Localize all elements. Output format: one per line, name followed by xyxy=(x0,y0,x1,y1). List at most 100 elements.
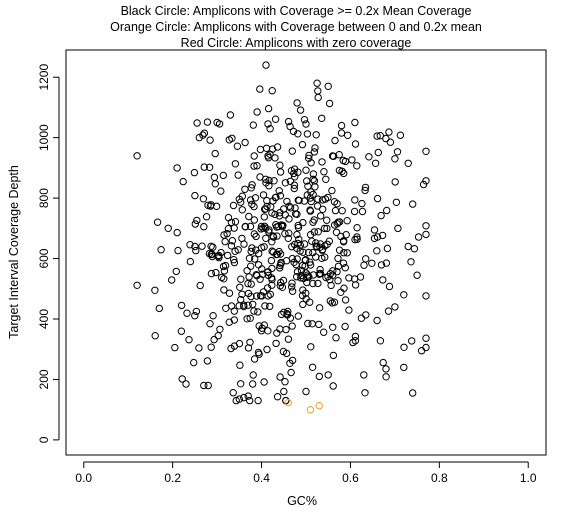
black-circle-point xyxy=(325,99,334,108)
black-circle-point xyxy=(350,275,359,283)
black-circle-point xyxy=(331,206,340,215)
black-circle-point xyxy=(192,246,200,255)
black-circle-point xyxy=(247,184,256,192)
black-circle-point xyxy=(240,393,248,402)
black-circle-point xyxy=(200,381,208,390)
black-circle-point xyxy=(268,264,276,273)
black-circle-point xyxy=(280,205,288,213)
black-circle-point xyxy=(300,240,309,248)
black-circle-point xyxy=(379,276,387,284)
black-circle-point xyxy=(200,129,209,137)
black-circle-point xyxy=(301,256,309,265)
black-circle-point xyxy=(305,151,313,160)
black-circle-point xyxy=(310,177,319,185)
black-circle-point xyxy=(277,260,285,268)
black-circle-point xyxy=(417,347,426,355)
black-circle-point xyxy=(285,215,293,223)
black-circle-point xyxy=(314,279,322,288)
black-circle-point xyxy=(371,159,380,168)
orange-circle-point xyxy=(306,406,315,414)
black-circle-point xyxy=(370,226,379,234)
black-circle-point xyxy=(275,212,284,220)
black-circle-point xyxy=(238,206,247,214)
black-circle-point xyxy=(218,273,226,282)
black-circle-point xyxy=(264,152,272,160)
black-circle-point xyxy=(345,306,353,314)
black-circle-point xyxy=(329,351,338,360)
black-circle-point xyxy=(276,282,284,290)
black-circle-point xyxy=(299,274,308,283)
black-circle-point xyxy=(310,216,318,224)
black-circle-point xyxy=(280,387,288,396)
black-circle-point xyxy=(385,128,393,136)
black-circle-point xyxy=(422,334,430,342)
black-circle-point xyxy=(252,271,260,279)
black-circle-point xyxy=(302,120,310,128)
black-circle-point xyxy=(315,320,323,329)
black-circle-point xyxy=(268,145,277,153)
black-circle-point xyxy=(250,230,259,238)
black-circle-point xyxy=(276,209,284,217)
black-circle-point xyxy=(382,134,390,143)
black-circle-point xyxy=(315,372,323,381)
black-circle-point xyxy=(245,212,253,221)
black-circle-point xyxy=(315,304,324,312)
black-circle-point xyxy=(310,148,319,156)
black-circle-point xyxy=(324,82,332,91)
black-circle-point xyxy=(422,147,430,156)
x-tick-label: 0.8 xyxy=(431,471,448,485)
black-circle-point xyxy=(230,256,238,264)
black-circle-point xyxy=(393,148,402,156)
black-circle-point xyxy=(303,191,311,199)
black-circle-point xyxy=(206,136,214,144)
black-circle-point xyxy=(299,286,307,294)
black-circle-point xyxy=(290,258,298,266)
black-circle-point xyxy=(260,378,268,386)
black-circle-point xyxy=(361,389,369,397)
black-circle-point xyxy=(373,132,381,140)
black-circle-point xyxy=(318,158,326,166)
black-circle-point xyxy=(351,332,360,341)
black-circle-point xyxy=(382,365,390,373)
black-circle-point xyxy=(250,162,258,170)
black-circle-point xyxy=(323,224,331,233)
black-circle-point xyxy=(264,120,272,128)
black-circle-point xyxy=(245,254,254,262)
black-circle-point xyxy=(338,167,346,176)
y-axis: 0 200 400 600 800 1000 1200 xyxy=(37,64,60,443)
black-circle-point xyxy=(261,302,269,310)
black-circle-point xyxy=(173,228,181,237)
black-circle-point xyxy=(333,268,341,276)
black-circle-point xyxy=(334,277,342,285)
black-circle-point xyxy=(203,118,212,126)
black-circle-point xyxy=(377,211,385,220)
black-circle-point xyxy=(258,265,266,273)
black-circle-point xyxy=(308,320,316,328)
black-circle-point xyxy=(307,197,315,206)
black-circle-point xyxy=(259,288,268,296)
black-circle-point xyxy=(422,177,430,185)
y-tick-label: 200 xyxy=(37,369,51,389)
black-circle-point xyxy=(309,271,318,279)
black-circle-point xyxy=(300,116,309,124)
black-circle-point xyxy=(254,308,262,316)
black-circle-point xyxy=(341,296,350,304)
black-circle-point xyxy=(249,380,257,388)
black-circle-point xyxy=(254,396,262,405)
x-axis: 0.0 0.2 0.4 0.6 0.8 1.0 xyxy=(75,461,537,485)
black-circle-point xyxy=(272,339,280,348)
black-circle-point xyxy=(338,207,346,215)
black-circle-point xyxy=(172,267,181,276)
black-circle-point xyxy=(282,325,290,334)
black-circle-point xyxy=(227,242,236,250)
black-circle-point xyxy=(228,237,237,245)
black-circle-point xyxy=(266,302,274,311)
black-circle-point xyxy=(295,196,303,205)
black-circle-point xyxy=(306,258,314,266)
black-circle-point xyxy=(314,87,322,95)
x-tick-label: 0.0 xyxy=(75,471,92,485)
black-circle-point xyxy=(311,144,319,152)
black-circle-point xyxy=(306,207,315,215)
black-circle-point xyxy=(284,234,292,243)
black-circle-point xyxy=(307,343,315,351)
